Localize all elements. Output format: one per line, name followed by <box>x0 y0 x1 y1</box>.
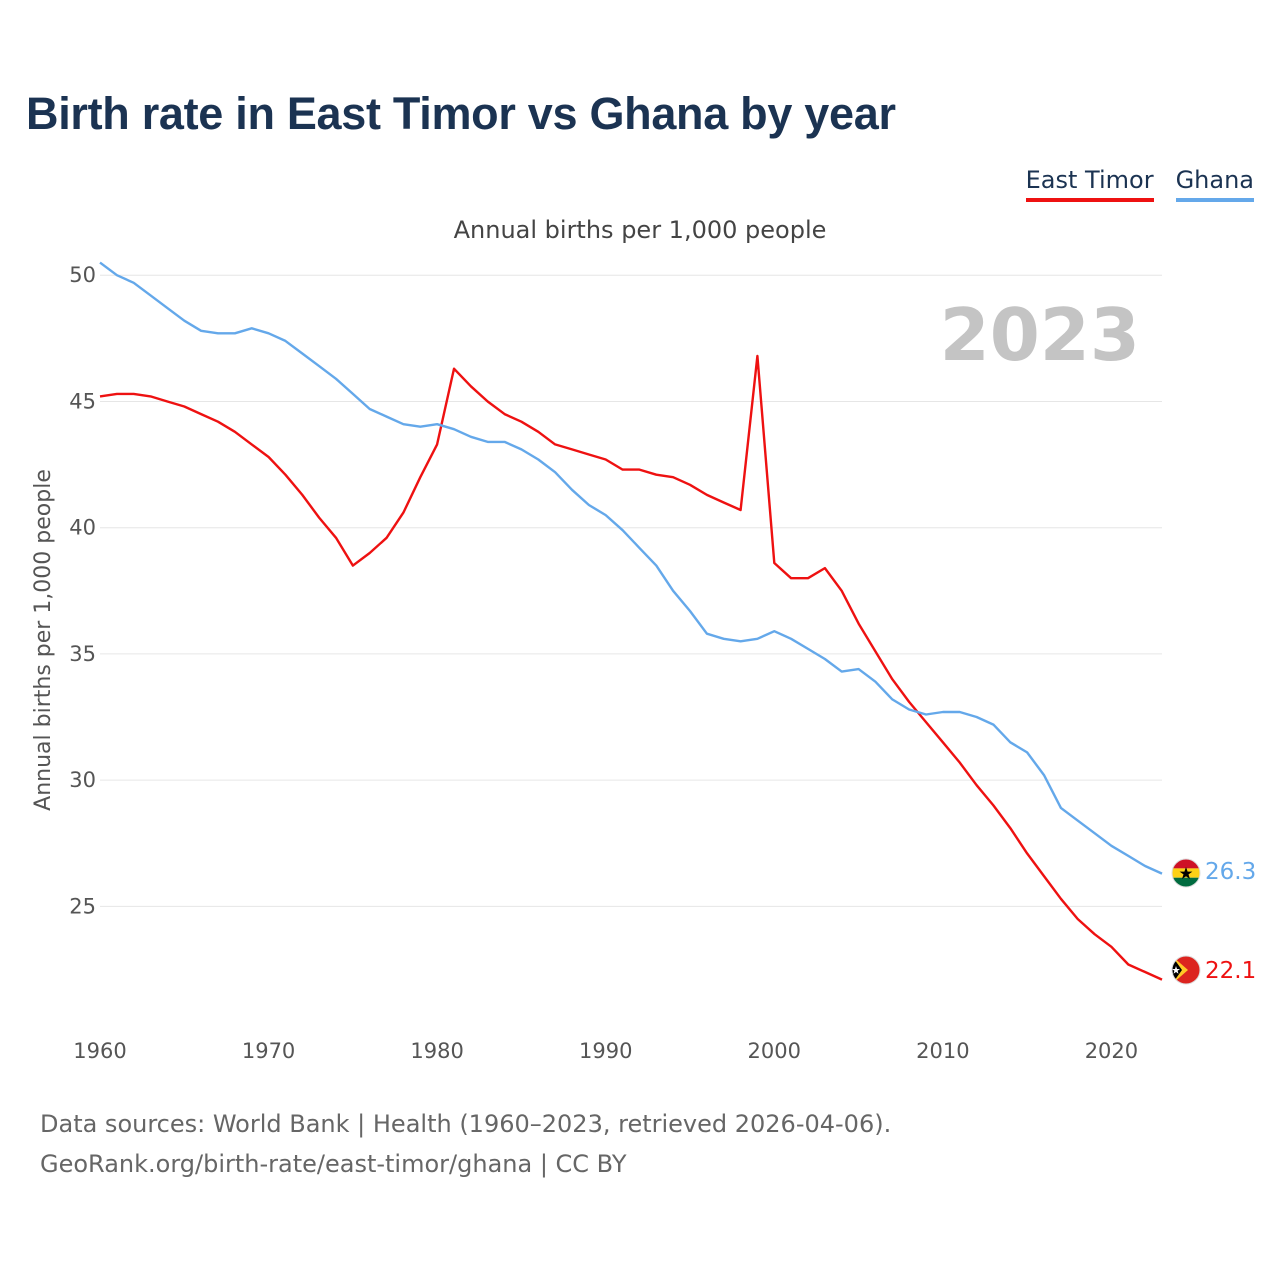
series-line-east-timor[interactable] <box>99 354 1163 981</box>
series-line-ghana[interactable] <box>99 261 1163 875</box>
x-tick-label: 1970 <box>242 1039 295 1063</box>
year-watermark: 2023 <box>940 293 1140 377</box>
chart-subtitle: Annual births per 1,000 people <box>453 216 827 244</box>
east-timor-end-value: 22.1 <box>1205 958 1256 984</box>
x-tick-label: 2020 <box>1085 1039 1138 1063</box>
x-tick-label: 1990 <box>579 1039 632 1063</box>
source-line: Data sources: World Bank | Health (1960–… <box>40 1110 892 1138</box>
legend: East Timor Ghana <box>1025 166 1254 202</box>
page-title: Birth rate in East Timor vs Ghana by yea… <box>26 88 896 139</box>
y-tick-label: 50 <box>69 263 96 287</box>
legend-item-east-timor[interactable]: East Timor <box>1025 166 1154 202</box>
x-tick-label: 1960 <box>73 1039 126 1063</box>
legend-label-ghana: Ghana <box>1175 166 1254 194</box>
legend-label-east-timor: East Timor <box>1025 166 1154 194</box>
source-footer: Data sources: World Bank | Health (1960–… <box>40 1104 891 1184</box>
x-tick-label: 2000 <box>748 1039 801 1063</box>
ghana-end-value: 26.3 <box>1205 859 1256 885</box>
legend-item-ghana[interactable]: Ghana <box>1175 166 1254 202</box>
y-tick-label: 45 <box>69 389 96 413</box>
y-tick-label: 35 <box>69 642 96 666</box>
y-tick-label: 25 <box>69 894 96 918</box>
x-tick-label: 1980 <box>410 1039 463 1063</box>
east-timor-flag-icon <box>1171 955 1201 985</box>
y-tick-label: 40 <box>69 516 96 540</box>
ghana-flag-icon <box>1171 858 1201 888</box>
source-url-line[interactable]: GeoRank.org/birth-rate/east-timor/ghana … <box>40 1150 627 1178</box>
x-tick-label: 2010 <box>916 1039 969 1063</box>
y-tick-label: 30 <box>69 768 96 792</box>
y-axis-label: Annual births per 1,000 people <box>31 469 56 811</box>
